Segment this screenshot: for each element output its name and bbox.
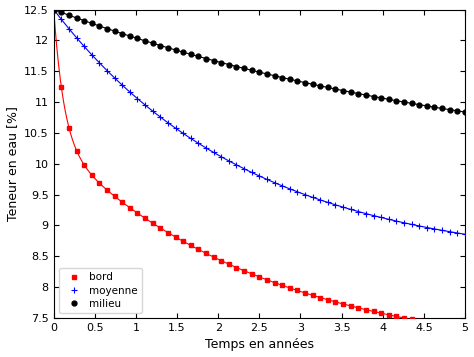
milieu xyxy=(203,56,209,61)
moyenne xyxy=(462,232,468,236)
Line: bord: bord xyxy=(52,7,467,331)
Y-axis label: Teneur en eau [%]: Teneur en eau [%] xyxy=(6,106,18,221)
milieu xyxy=(127,34,133,38)
bord xyxy=(97,181,102,185)
moyenne xyxy=(203,146,209,150)
bord xyxy=(127,206,133,210)
Legend: bord, moyenne, milieu: bord, moyenne, milieu xyxy=(59,268,142,313)
bord xyxy=(417,319,422,323)
moyenne xyxy=(51,7,56,12)
milieu xyxy=(97,24,102,28)
milieu xyxy=(462,110,468,114)
moyenne xyxy=(417,224,422,228)
milieu xyxy=(455,109,460,113)
moyenne xyxy=(150,109,155,113)
moyenne xyxy=(97,61,102,65)
bord xyxy=(203,251,209,256)
bord xyxy=(150,221,155,225)
bord xyxy=(455,325,460,330)
X-axis label: Temps en années: Temps en années xyxy=(205,338,314,351)
milieu xyxy=(51,7,56,12)
moyenne xyxy=(455,231,460,235)
moyenne xyxy=(127,90,133,94)
bord xyxy=(51,7,56,12)
bord xyxy=(462,326,468,331)
Line: milieu: milieu xyxy=(51,7,467,115)
milieu xyxy=(150,41,155,45)
milieu xyxy=(417,102,422,107)
Line: moyenne: moyenne xyxy=(51,7,468,237)
